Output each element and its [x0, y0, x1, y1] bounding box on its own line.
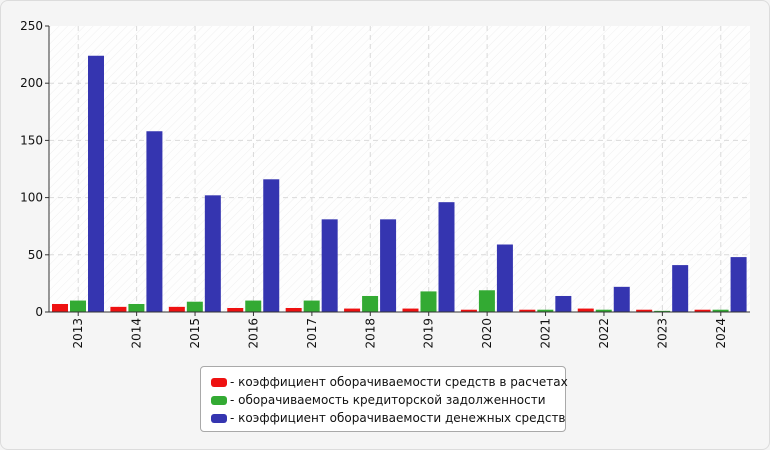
y-tick-label: 200 [20, 76, 43, 90]
y-axis-ticks: 0 50 100 150 200 250 [20, 19, 49, 319]
bar-2-2015 [186, 301, 203, 312]
x-tick-label: 2018 [363, 318, 377, 349]
legend-label: коэффициент оборачиваемости денежных сре… [238, 411, 566, 425]
bar-1-2022 [577, 308, 594, 312]
legend-swatch [211, 377, 227, 387]
bar-3-2015 [204, 195, 221, 312]
bar-3-2013 [88, 55, 104, 313]
bar-2-2022 [595, 309, 612, 312]
bar-1-2015 [168, 306, 185, 312]
bar-3-2020 [496, 244, 513, 312]
bar-2-2020 [478, 290, 495, 312]
bar-1-2014 [110, 306, 127, 312]
bar-1-2024 [694, 309, 711, 312]
axes [48, 26, 750, 313]
y-tick-label: 0 [35, 305, 43, 319]
legend-swatch [211, 413, 227, 423]
x-tick-label: 2014 [130, 318, 144, 349]
x-tick-label: 2020 [480, 318, 494, 349]
bar-2-2018 [362, 295, 379, 312]
bar-3-2019 [438, 202, 455, 312]
legend-item-receivables: - коэффициент оборачиваемости средств в … [211, 373, 568, 391]
x-axis-ticks: 2013 2014 2015 2016 2017 2018 2019 2020 2021 2022… [71, 312, 728, 349]
bar-3-2023 [672, 265, 689, 312]
x-tick-label: 2021 [539, 318, 553, 349]
plot-area [49, 26, 750, 312]
bars [52, 55, 747, 313]
bar-1-2020 [460, 309, 477, 312]
x-tick-label: 2016 [246, 318, 260, 349]
bar-2-2021 [537, 309, 554, 312]
bar-1-2018 [344, 308, 361, 312]
bar-1-2017 [285, 307, 302, 312]
x-tick-label: 2024 [714, 318, 728, 349]
legend-item-payables: - оборачиваемость кредиторской задолженн… [211, 391, 565, 409]
bar-3-2017 [321, 219, 338, 312]
bar-1-2023 [636, 309, 653, 312]
bar-1-2013 [52, 303, 68, 312]
bar-3-2016 [263, 179, 280, 312]
legend-dash: - [230, 375, 239, 389]
bar-2-2014 [128, 303, 145, 312]
bar-3-2014 [146, 131, 163, 312]
y-tick-label: 150 [20, 133, 43, 147]
legend-item-cash: - коэффициент оборачиваемости денежных с… [211, 409, 566, 427]
x-tick-label: 2017 [305, 318, 319, 349]
bar-3-2022 [613, 286, 630, 312]
y-tick-label: 250 [20, 19, 43, 33]
x-tick-label: 2023 [655, 318, 669, 349]
legend-dash: - [230, 411, 239, 425]
bar-2-2024 [712, 309, 729, 312]
legend-label: оборачиваемость кредиторской задолженнос… [238, 393, 546, 407]
bar-2-2016 [245, 300, 262, 312]
grid-lines [49, 26, 750, 312]
bar-1-2021 [519, 309, 536, 312]
bar-2-2023 [654, 310, 671, 312]
x-tick-label: 2013 [71, 318, 85, 349]
x-tick-label: 2022 [597, 318, 611, 349]
x-tick-label: 2015 [188, 318, 202, 349]
bar-2-2019 [420, 291, 437, 312]
legend-label: коэффициент оборачиваемости средств в ра… [238, 375, 568, 389]
legend: - коэффициент оборачиваемости средств в … [200, 366, 568, 432]
bar-2-2017 [303, 300, 320, 312]
bar-3-2018 [380, 219, 397, 312]
bar-2-2013 [70, 300, 86, 312]
x-tick-label: 2019 [422, 318, 436, 349]
bar-3-2021 [555, 295, 572, 312]
legend-swatch [211, 395, 227, 405]
y-tick-label: 50 [28, 248, 43, 262]
bar-1-2016 [227, 307, 244, 312]
bar-1-2019 [402, 308, 419, 312]
legend-dash: - [230, 393, 239, 407]
bar-3-2024 [730, 257, 747, 312]
y-tick-label: 100 [20, 191, 43, 205]
